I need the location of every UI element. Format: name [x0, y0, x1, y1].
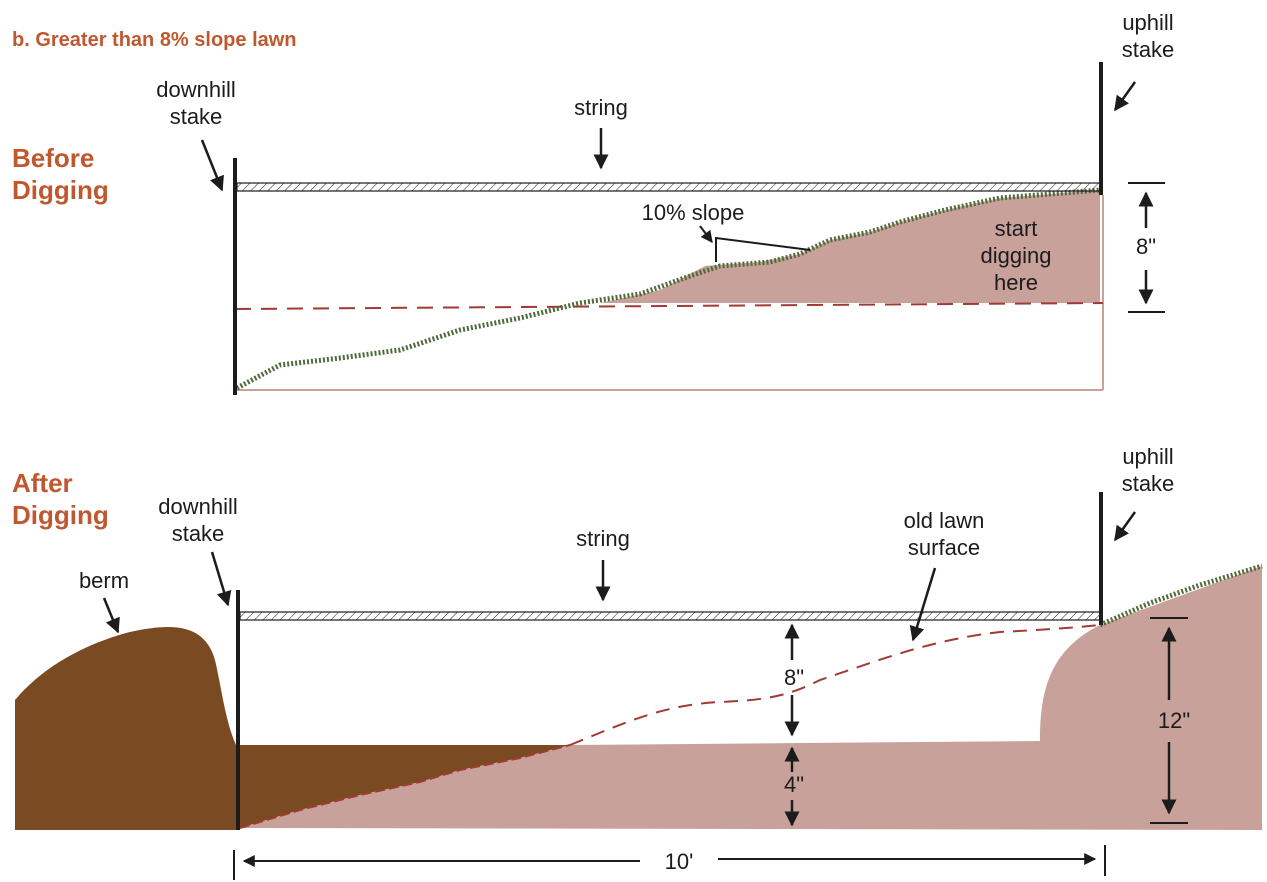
- after-downhill-stake-label-2: stake: [172, 521, 225, 546]
- berm-mound: [15, 627, 236, 830]
- after-uphill-stake-label-1: uphill: [1122, 444, 1173, 469]
- before-uphill-stake-label-2: stake: [1122, 37, 1175, 62]
- before-heading-line1: Before: [12, 143, 94, 173]
- berm-label: berm: [79, 568, 129, 593]
- before-uphill-stake-label-1: uphill: [1122, 10, 1173, 35]
- after-heading-line1: After: [12, 468, 73, 498]
- before-digging-panel: Before Digging downhill stake uphill sta…: [12, 10, 1174, 395]
- diagram-subtitle: b. Greater than 8% slope lawn: [12, 29, 297, 51]
- after-downhill-arrow: [210, 551, 232, 607]
- before-string: [236, 182, 1102, 192]
- before-heading-line2: Digging: [12, 175, 109, 205]
- length-label: 10': [665, 849, 694, 874]
- after-uphill-arrow: [1113, 511, 1137, 542]
- before-slope-arrow: [699, 225, 713, 243]
- before-downhill-arrow: [200, 139, 224, 192]
- before-slope-label: 10% slope: [642, 200, 745, 225]
- after-digging-panel: After Digging berm downhill stake uphill…: [12, 444, 1263, 880]
- after-downhill-stake-label-1: downhill: [158, 494, 238, 519]
- before-dashed-grade-line: [234, 302, 1104, 310]
- before-lawn-surface: [235, 187, 1101, 391]
- before-start-label-2: digging: [981, 243, 1052, 268]
- before-start-label-3: here: [994, 270, 1038, 295]
- after-heading-line2: Digging: [12, 500, 109, 530]
- before-start-label-1: start: [995, 216, 1038, 241]
- before-downhill-stake-label-1: downhill: [156, 77, 236, 102]
- old-lawn-surface-label-2: surface: [908, 535, 980, 560]
- old-lawn-surface-label-1: old lawn: [904, 508, 985, 533]
- berm-arrow: [102, 597, 120, 634]
- after-string: [239, 611, 1101, 621]
- before-downhill-stake-label-2: stake: [170, 104, 223, 129]
- after-uphill-stake-label-2: stake: [1122, 471, 1175, 496]
- after-depth-bottom-label: 4": [784, 772, 804, 797]
- after-depth-total-label: 12": [1158, 708, 1190, 733]
- old-lawn-surface-arrow: [909, 567, 937, 642]
- after-fill-boundary: [239, 744, 571, 829]
- after-remaining-soil: [240, 566, 1262, 830]
- after-uphill-grass: [1098, 563, 1263, 628]
- before-soil-to-remove: [600, 190, 1100, 303]
- after-fill-soil: [240, 745, 570, 828]
- old-lawn-surface-line: [569, 624, 1101, 746]
- after-depth-top-label: 8": [784, 665, 804, 690]
- before-slope-bracket: [715, 236, 811, 262]
- before-depth-label: 8": [1136, 234, 1156, 259]
- before-uphill-arrow: [1113, 81, 1137, 112]
- before-string-label: string: [574, 95, 628, 120]
- after-string-label: string: [576, 526, 630, 551]
